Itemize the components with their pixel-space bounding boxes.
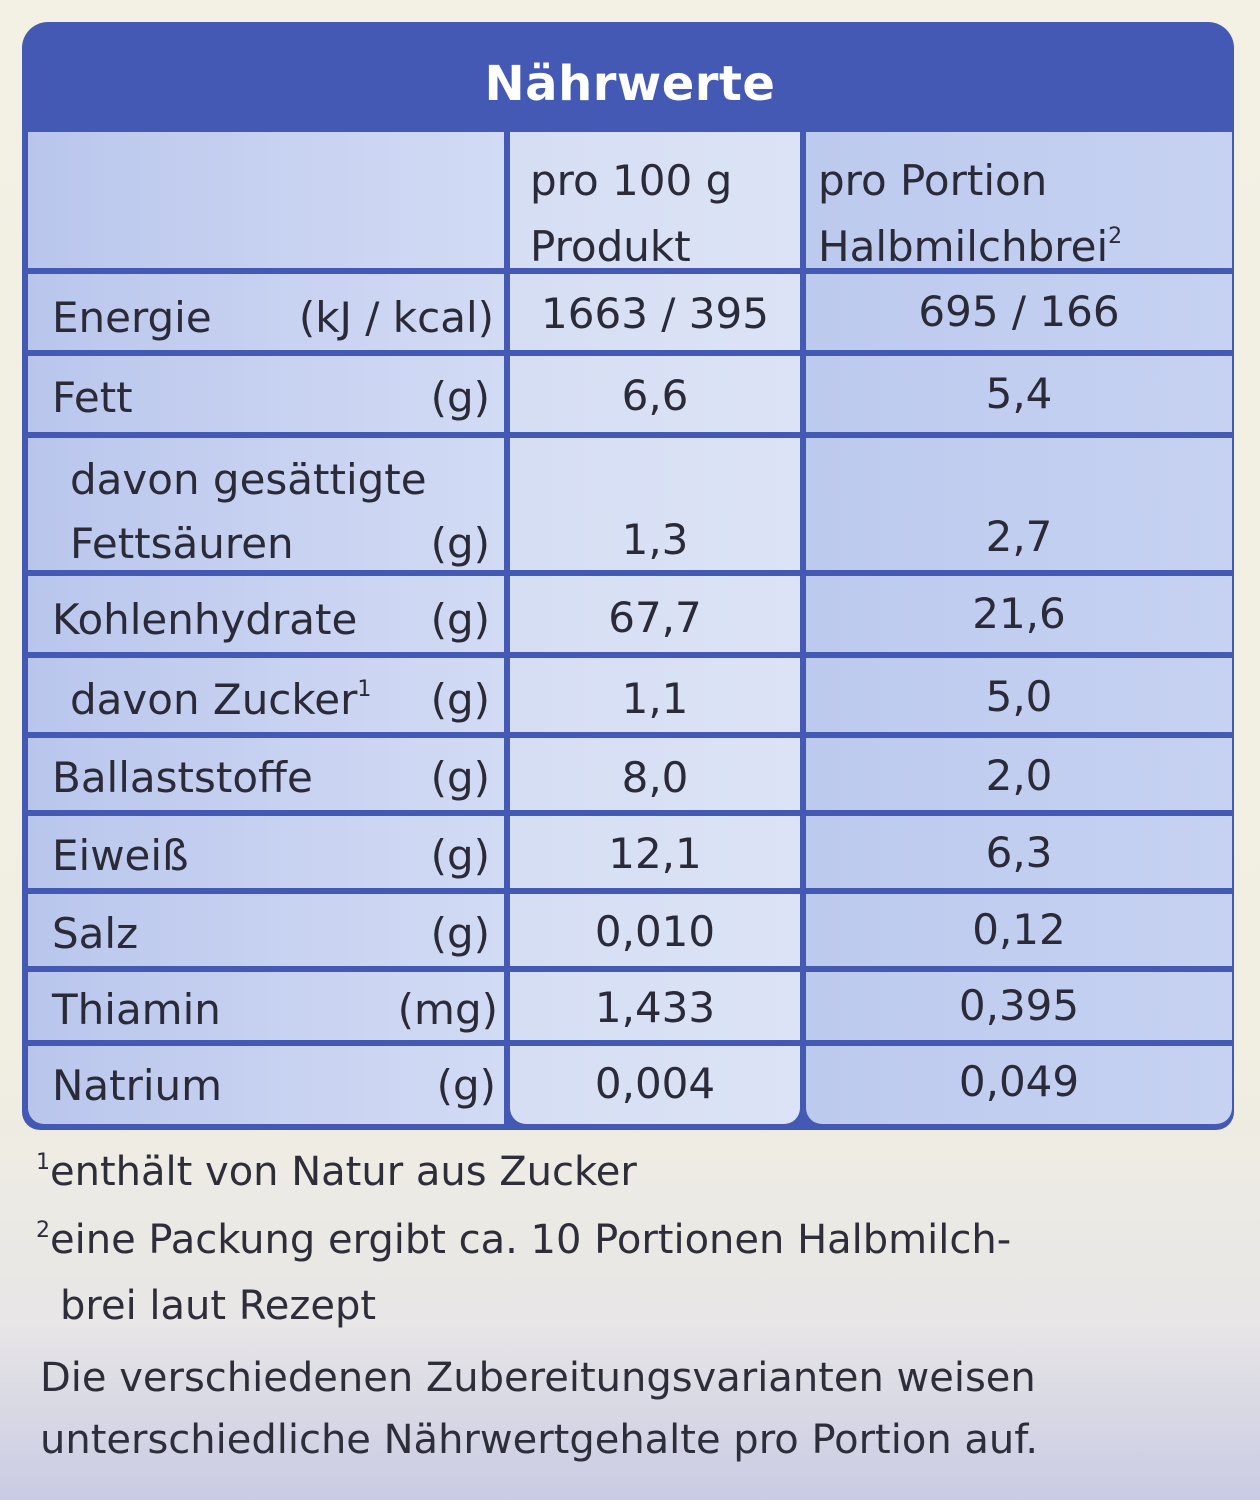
table-row-salz-per100: 0,010 (510, 894, 800, 966)
table-row-fett-per100: 6,6 (510, 356, 800, 432)
header-empty-cell (28, 132, 504, 268)
table-row-ballaststoffe-per100: 8,0 (510, 738, 800, 810)
table-row-fettsaeuren-label: davon gesättigte Fettsäuren (g) (28, 438, 504, 570)
table-row-eiweiss-portion: 6,3 (806, 816, 1232, 888)
table-row-kohlenhydrate-per100: 67,7 (510, 576, 800, 652)
preparation-note-line1: Die verschiedenen Zubereitungsvarianten … (40, 1355, 1036, 1401)
table-row-energie-per100: 1663 / 395 (510, 274, 800, 350)
table-row-zucker-portion: 5,0 (806, 658, 1232, 732)
nutrient-unit: (g) (430, 831, 490, 880)
nutrient-name: Energie (52, 293, 212, 342)
header-per-portion: pro Portion Halbmilchbrei2 (806, 132, 1232, 271)
table-row-salz-portion: 0,12 (806, 894, 1232, 966)
nutrient-name: Fettsäuren (70, 519, 294, 568)
footnote-1: 1enthält von Natur aus Zucker (36, 1149, 637, 1195)
footnote-2-line2: brei laut Rezept (60, 1283, 377, 1329)
table-row-thiamin-label: Thiamin (mg) (28, 972, 504, 1040)
footnote-marker-2: 2 (1108, 224, 1123, 249)
table-row-fettsaeuren-portion: 2,7 (806, 438, 1232, 570)
header-per100g-line1: pro 100 g (530, 156, 733, 205)
header-per100g: pro 100 g Produkt (510, 132, 800, 271)
footnote-1-text: enthält von Natur aus Zucker (50, 1149, 637, 1195)
nutrient-name: davon Zucker1 (70, 675, 372, 724)
nutrient-unit: (g) (430, 519, 490, 568)
header-per-portion-line2: Halbmilchbrei2 (818, 222, 1123, 271)
footnote-marker-1: 1 (357, 677, 372, 702)
table-row-ballaststoffe-portion: 2,0 (806, 738, 1232, 810)
nutrient-unit: (g) (430, 909, 490, 958)
nutrient-unit: (g) (430, 373, 490, 422)
table-row-energie-portion: 695 / 166 (806, 274, 1232, 350)
nutrient-unit: (kJ / kcal) (298, 293, 494, 342)
table-row-salz-label: Salz (g) (28, 894, 504, 966)
nutrient-name: Ballaststoffe (52, 753, 313, 802)
table-row-eiweiss-label: Eiweiß (g) (28, 816, 504, 888)
table-row-natrium-portion: 0,049 (806, 1046, 1232, 1124)
table-row-fett-portion: 5,4 (806, 356, 1232, 432)
footnote-2-text: eine Packung ergibt ca. 10 Portionen Hal… (50, 1217, 1012, 1263)
table-row-zucker-per100: 1,1 (510, 658, 800, 732)
table-row-fettsaeuren-per100: 1,3 (510, 438, 800, 570)
table-title: Nährwerte (484, 56, 776, 112)
header-per100g-line2: Produkt (530, 222, 691, 271)
nutrient-name: Fett (52, 373, 133, 422)
header-per-portion-line1: pro Portion (818, 156, 1048, 205)
table-row-zucker-label: davon Zucker1 (g) (28, 658, 504, 732)
table-row-kohlenhydrate-label: Kohlenhydrate (g) (28, 576, 504, 652)
table-row-thiamin-per100: 1,433 (510, 972, 800, 1040)
nutrient-name: Kohlenhydrate (52, 595, 358, 644)
nutrient-name-line1: davon gesättigte (70, 455, 427, 504)
preparation-note-line2: unterschiedliche Nährwertgehalte pro Por… (40, 1417, 1039, 1463)
table-row-ballaststoffe-label: Ballaststoffe (g) (28, 738, 504, 810)
table-row-kohlenhydrate-portion: 21,6 (806, 576, 1232, 652)
table-row-natrium-label: Natrium (g) (28, 1046, 504, 1124)
table-row-fett-label: Fett (g) (28, 356, 504, 432)
nutrient-unit: (g) (430, 753, 490, 802)
footnote-2-line1: 2eine Packung ergibt ca. 10 Portionen Ha… (36, 1217, 1012, 1263)
footnote-1-marker: 1 (36, 1150, 50, 1175)
nutrient-unit: (mg) (397, 985, 498, 1034)
nutrient-name: Eiweiß (52, 831, 189, 880)
nutrient-unit: (g) (430, 595, 490, 644)
nutrient-name: Salz (52, 909, 139, 958)
nutrient-unit: (g) (430, 675, 490, 724)
nutrient-name: Thiamin (52, 985, 221, 1034)
nutrient-unit: (g) (436, 1061, 496, 1110)
nutrient-name: Natrium (52, 1061, 223, 1110)
table-row-energie-label: Energie (kJ / kcal) (28, 274, 504, 350)
footnote-2-marker: 2 (36, 1218, 50, 1243)
table-row-eiweiss-per100: 12,1 (510, 816, 800, 888)
table-row-natrium-per100: 0,004 (510, 1046, 800, 1124)
table-row-thiamin-portion: 0,395 (806, 972, 1232, 1040)
